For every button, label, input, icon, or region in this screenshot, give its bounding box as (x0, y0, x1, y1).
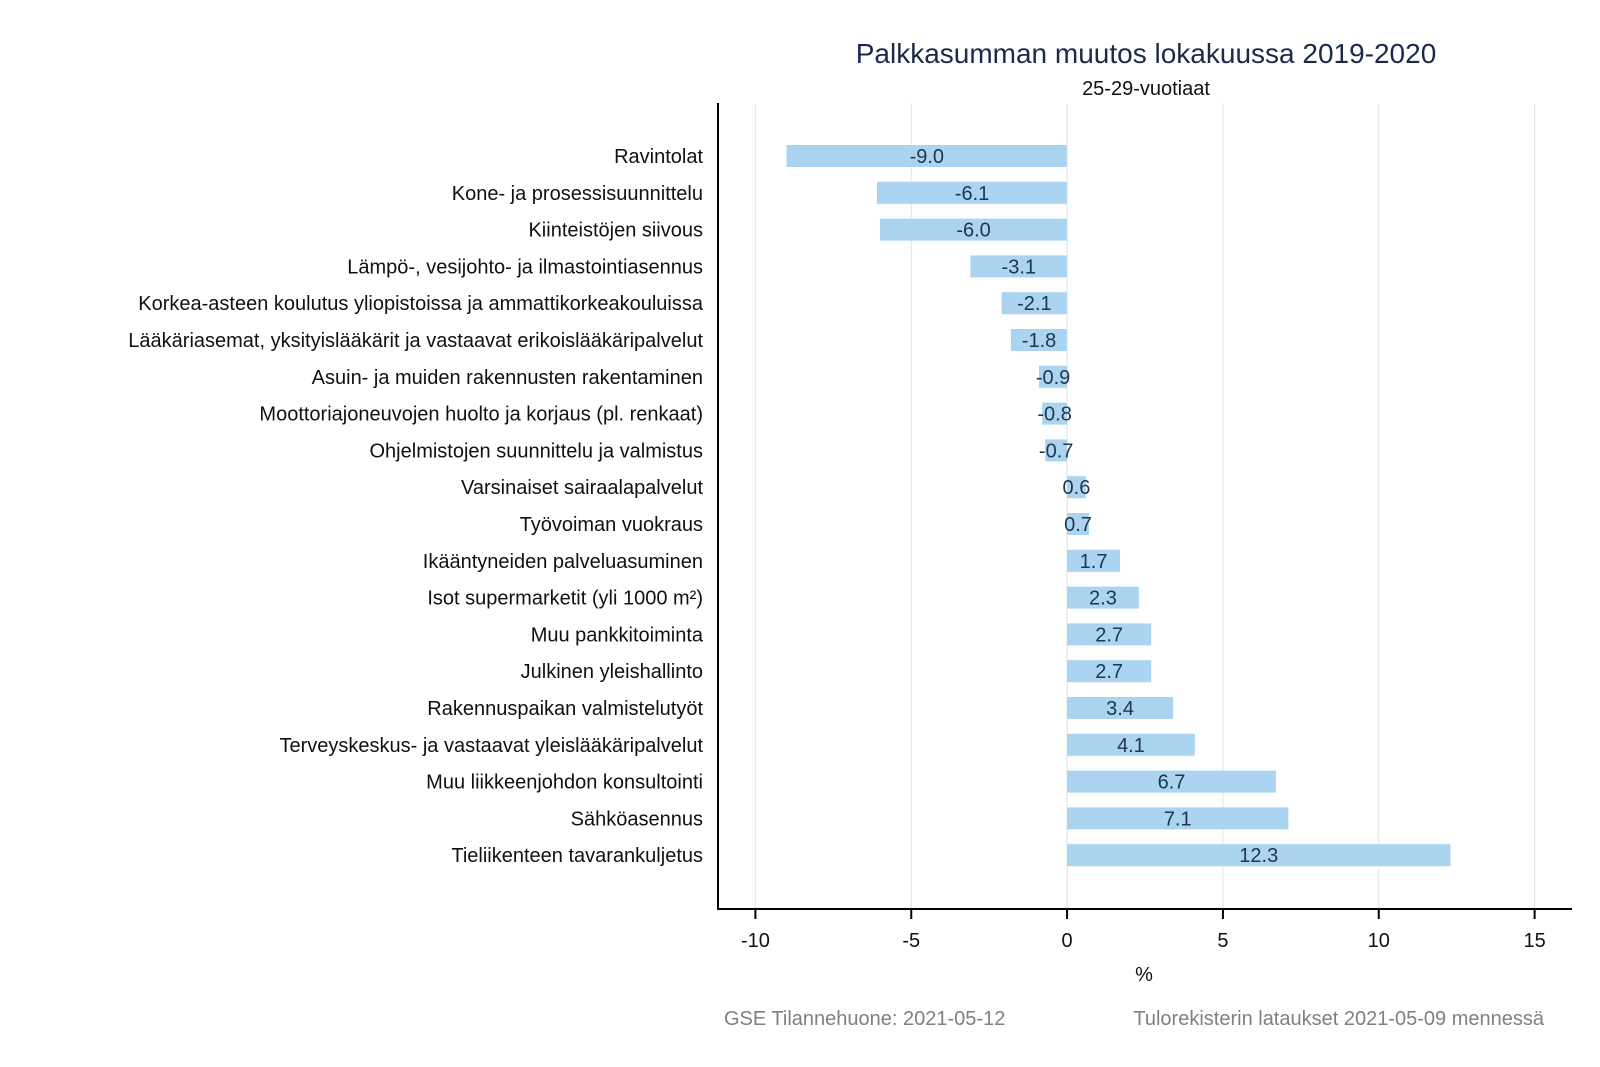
bar-value-label: 2.7 (1095, 624, 1123, 646)
bar-value-label: 1.7 (1080, 551, 1108, 573)
bar-value-label: 12.3 (1239, 845, 1278, 867)
bar-12 (1067, 586, 1139, 609)
bar-19 (1067, 844, 1451, 867)
category-label: Julkinen yleishallinto (521, 661, 703, 683)
category-label: Muu liikkeenjohdon konsultointi (426, 772, 703, 794)
bar-0 (786, 145, 1068, 167)
x-axis-ticks: -10 -5 0 5 10 15 (741, 909, 1546, 952)
bars (786, 145, 1451, 867)
tick-label--5: -5 (902, 930, 920, 952)
bar-1 (876, 181, 1068, 204)
bar-5 (1010, 329, 1068, 351)
bar-16 (1067, 733, 1195, 756)
bar-value-label: 0.7 (1064, 514, 1092, 536)
bar-13 (1067, 623, 1152, 646)
category-label: Ikääntyneiden palveluasuminen (423, 551, 703, 573)
category-labels: Ravintolat Kone- ja prosessisuunnittelu Ki… (128, 146, 704, 867)
category-label: Ohjelmistojen suunnittelu ja valmistus (370, 440, 704, 462)
category-label: Varsinaiset sairaalapalvelut (461, 477, 703, 499)
category-label: Kone- ja prosessisuunnittelu (452, 183, 703, 205)
bar-value-label: 3.4 (1106, 698, 1134, 720)
bar-value-label: 2.3 (1089, 588, 1117, 610)
bar-value-label: -6.0 (956, 220, 990, 242)
bar-value-label: -6.1 (955, 183, 989, 205)
bar-value-label: -9.0 (910, 146, 944, 168)
bar-10 (1067, 513, 1089, 535)
bar-4 (1001, 292, 1068, 315)
category-label: Ravintolat (614, 146, 703, 168)
category-label: Kiinteistöjen siivous (528, 220, 703, 242)
bar-14 (1067, 660, 1152, 683)
tick-label--10: -10 (741, 930, 770, 952)
tick-label-15: 15 (1523, 930, 1545, 952)
bar-value-label: -1.8 (1022, 330, 1056, 352)
bar-2 (880, 218, 1068, 241)
x-axis-title: % (1135, 964, 1153, 986)
category-label: Sähköasennus (571, 808, 703, 830)
bar-8 (1045, 439, 1068, 462)
tick-label-10: 10 (1368, 930, 1390, 952)
bar-15 (1067, 697, 1174, 719)
axes (717, 103, 1572, 910)
category-label: Asuin- ja muiden rakennusten rakentamine… (312, 367, 703, 389)
category-label: Tieliikenteen tavarankuljetus (451, 845, 703, 867)
bar-value-label: 2.7 (1095, 661, 1123, 683)
category-label: Terveyskeskus- ja vastaavat yleislääkäri… (279, 735, 703, 757)
tick-label-5: 5 (1217, 930, 1228, 952)
bar-6 (1039, 365, 1068, 388)
footer-note: Tulorekisterin lataukset 2021-05-09 menn… (1133, 1008, 1544, 1030)
bar-value-label: 7.1 (1164, 808, 1192, 830)
bar-value-label: -2.1 (1017, 293, 1051, 315)
bar-3 (970, 255, 1068, 278)
category-label: Moottoriajoneuvojen huolto ja korjaus (p… (259, 404, 703, 426)
bar-9 (1067, 476, 1086, 499)
tick-label-0: 0 (1062, 930, 1073, 952)
bar-value-label: -0.9 (1036, 367, 1070, 389)
bar-11 (1067, 549, 1121, 572)
category-label: Työvoiman vuokraus (520, 514, 703, 536)
category-label: Korkea-asteen koulutus yliopistoissa ja … (138, 293, 704, 315)
bar-value-label: -0.8 (1037, 404, 1071, 426)
category-label: Lääkäriasemat, yksityislääkärit ja vasta… (128, 330, 703, 352)
bar-value-label: 6.7 (1158, 772, 1186, 794)
category-label: Rakennuspaikan valmistelutyöt (427, 698, 703, 720)
bar-value-label: 4.1 (1117, 735, 1145, 757)
bar-17 (1067, 770, 1276, 793)
bar-value-label: -0.7 (1039, 440, 1073, 462)
category-label: Isot supermarketit (yli 1000 m²) (427, 588, 703, 610)
category-label: Lämpö-, vesijohto- ja ilmastointiasennus (347, 256, 703, 278)
footer-source: GSE Tilannehuone: 2021-05-12 (724, 1008, 1005, 1030)
category-label: Muu pankkitoiminta (531, 624, 704, 646)
bar-value-label: -3.1 (1002, 256, 1036, 278)
bar-18 (1067, 807, 1289, 830)
bar-7 (1042, 402, 1068, 425)
chart-title: Palkkasumman muutos lokakuussa 2019-2020 (856, 38, 1437, 69)
chart-subtitle: 25-29-vuotiaat (1082, 78, 1210, 100)
value-labels: -9.0 -6.1 -6.0 -3.1 -2.1 -1.8 -0.9 -0.8 -0.7 0.6 0… (910, 146, 1279, 867)
bar-value-label: 0.6 (1063, 477, 1091, 499)
